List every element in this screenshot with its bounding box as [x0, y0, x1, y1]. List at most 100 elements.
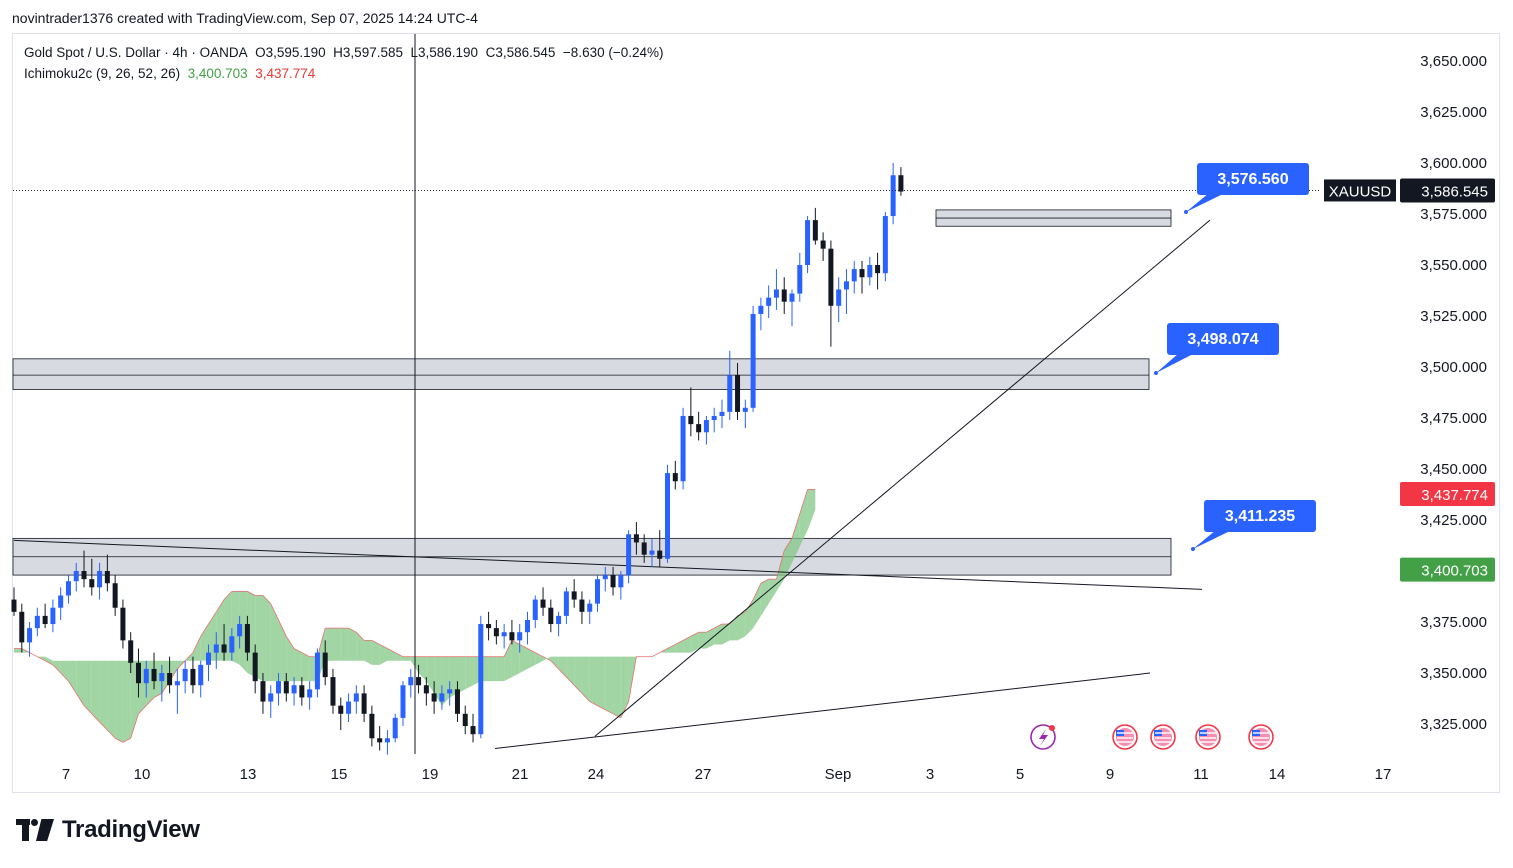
- x-tick-label: Sep: [825, 766, 852, 783]
- time-axis: 7 10 13 15 19 21 24 27 Sep 3 5 9 11 14 17: [62, 766, 1392, 783]
- candle-body: [400, 685, 406, 718]
- cloud-edge: [675, 640, 684, 645]
- cloud-edge: [184, 652, 194, 662]
- candle-body: [307, 689, 313, 698]
- cloud-segment: [760, 579, 769, 616]
- cloud-edge: [791, 513, 801, 539]
- y-tick-label: 3,525.000: [1420, 308, 1487, 325]
- cloud-segment: [122, 660, 131, 743]
- cloud-segment: [115, 660, 123, 743]
- event-dot-icon: [1049, 725, 1055, 731]
- cloud-edge: [200, 623, 209, 637]
- x-tick-label: 15: [331, 766, 348, 783]
- candle-body: [229, 636, 235, 653]
- candle-body: [128, 640, 134, 663]
- cloud-segment: [690, 632, 699, 653]
- cloud-edge: [208, 611, 217, 625]
- candle-body: [276, 681, 282, 694]
- candle-body: [283, 681, 289, 694]
- candle-body: [346, 701, 352, 714]
- cloud-segment: [776, 550, 785, 592]
- candle-body: [478, 624, 484, 735]
- cloud-segment: [706, 628, 715, 649]
- candle-body: [851, 269, 857, 282]
- cloud-segment: [45, 656, 53, 665]
- candle-body: [657, 550, 663, 559]
- y-tick-label: 3,625.000: [1420, 104, 1487, 121]
- cloud-segment: [714, 624, 722, 645]
- candle-body: [812, 220, 818, 241]
- cloud-edge: [60, 672, 69, 682]
- x-tick-label: 11: [1193, 766, 1209, 783]
- cloud-edge: [293, 648, 303, 653]
- cloud-segment: [91, 660, 100, 722]
- cloud-segment: [574, 656, 582, 694]
- price-tag-bg-green: [1400, 557, 1495, 582]
- cloud-edge: [511, 640, 520, 645]
- candle-body: [182, 668, 188, 682]
- candle-body: [641, 542, 647, 555]
- candle-body: [361, 693, 367, 714]
- cloud-edge: [270, 603, 279, 621]
- indicator-legend: Ichimoku2c (9, 26, 52, 26) 3,400.703 3,4…: [24, 66, 315, 81]
- y-tick-label: 3,450.000: [1420, 461, 1487, 478]
- price-axis: 3,650.000 3,625.000 3,600.000 3,575.000 3,55…: [1324, 53, 1495, 733]
- candle-body: [711, 415, 717, 421]
- candle-body: [268, 693, 274, 702]
- cloud-edge: [527, 648, 536, 653]
- open-value: O3,595.190: [255, 45, 326, 60]
- cloud-edge: [566, 676, 575, 686]
- candle-body: [820, 240, 826, 249]
- candle-body: [773, 289, 779, 298]
- candle-body: [610, 575, 616, 588]
- cloud-edge: [573, 684, 583, 694]
- cloud-segment: [792, 513, 800, 563]
- cloud-segment: [348, 628, 357, 661]
- cloud-edge: [667, 644, 676, 649]
- candle-body: [602, 575, 608, 580]
- candle-body: [314, 652, 320, 690]
- cloud-segment: [721, 624, 730, 645]
- close-value: C3,586.545: [485, 45, 556, 60]
- y-tick-label: 3,650.000: [1420, 53, 1487, 70]
- brand-name: TradingView: [62, 816, 200, 843]
- candle-body: [587, 603, 593, 612]
- price-tag-bg-last: [1400, 178, 1495, 203]
- candle-body: [696, 424, 702, 433]
- cloud-segment: [737, 611, 746, 641]
- x-tick-label: 10: [134, 766, 151, 783]
- cloud-edge: [215, 599, 225, 613]
- cloud-segment: [550, 656, 559, 669]
- cloud-segment: [667, 644, 676, 653]
- ichimoku-cloud-layer: [14, 488, 816, 743]
- y-tick-label: 3,350.000: [1420, 665, 1487, 682]
- cloud-edge: [371, 640, 380, 645]
- candle-body: [890, 175, 896, 217]
- y-tick-label: 3,500.000: [1420, 359, 1487, 376]
- candle-body: [97, 571, 103, 588]
- candle-body: [470, 726, 476, 735]
- candle-body: [58, 595, 64, 608]
- cloud-edge: [714, 623, 723, 629]
- candle-body: [252, 652, 258, 682]
- candle-body: [509, 632, 515, 641]
- candle-body: [431, 693, 437, 702]
- candle-body: [789, 293, 795, 302]
- candle-body: [244, 624, 250, 653]
- cloud-segment: [784, 538, 792, 580]
- cloud-edge: [776, 550, 785, 580]
- candle-body: [447, 689, 453, 694]
- cloud-segment: [200, 624, 209, 661]
- bolt-glyph-icon: [1039, 729, 1048, 746]
- x-tick-label: 13: [240, 766, 257, 783]
- chart-frame: [12, 33, 1500, 793]
- cloud-segment: [519, 644, 528, 673]
- candle-body: [221, 644, 227, 653]
- low-value: L3,586.190: [410, 45, 479, 60]
- candle-body: [571, 591, 577, 600]
- tradingview-logo-icon: [16, 819, 54, 841]
- candle-body: [672, 473, 678, 482]
- cloud-edge: [799, 489, 808, 515]
- cloud-edge: [68, 680, 77, 694]
